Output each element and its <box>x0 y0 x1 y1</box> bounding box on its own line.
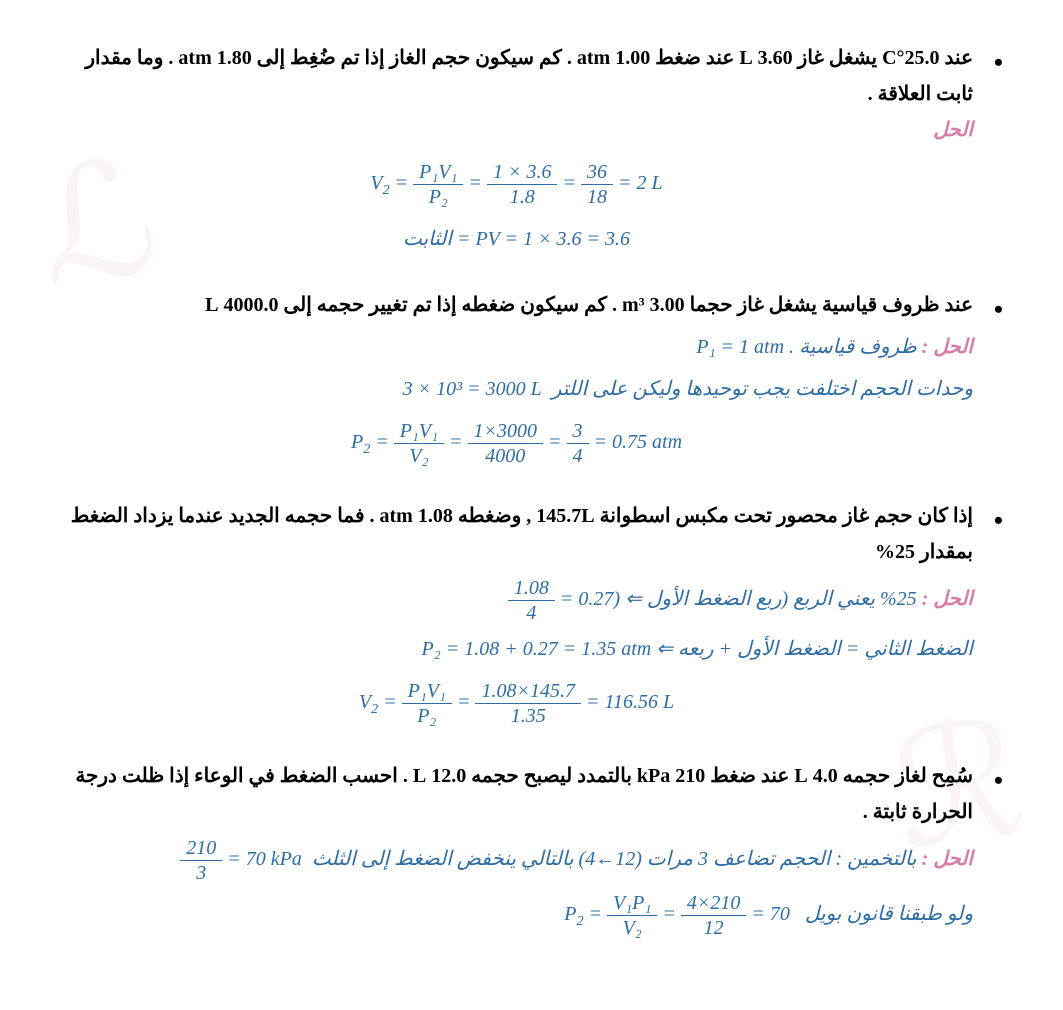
p2-note: الضغط الثاني = الضغط الأول + ربعه ⇐ P₂ =… <box>60 631 973 667</box>
frac-den: 4 <box>567 444 589 468</box>
solution-label: الحل <box>60 112 973 148</box>
unit-note: وحدات الحجم اختلفت يجب توحيدها وليكن على… <box>60 371 973 407</box>
eq-lhs: P <box>564 903 576 925</box>
eq-result: 0.75 atm <box>612 431 682 453</box>
note-eq: P₁ = 1 atm . <box>696 329 794 365</box>
frac-den: P₂ <box>402 704 452 728</box>
frac-num: 1 × 3.6 <box>487 160 558 185</box>
frac-num: V₁P₁ <box>607 891 657 916</box>
note-ar: بالتخمين : الحجم تضاعف 3 مرات (12←4) بال… <box>312 848 917 870</box>
note-tail: = 0.27) <box>560 588 620 610</box>
question-text: إذا كان حجم غاز محصور تحت مكبس اسطوانة 1… <box>60 498 973 570</box>
equation-p2: P2 = P₁V₁V₂ = 1×30004000 = 34 = 0.75 atm <box>60 419 973 468</box>
note-ar: ظروف قياسية <box>799 336 917 358</box>
eq-sub: 2 <box>577 914 584 929</box>
solution-line: الحل : ظروف قياسية P₁ = 1 atm . <box>60 329 973 365</box>
problem-3: إذا كان حجم غاز محصور تحت مكبس اسطوانة 1… <box>60 498 1003 728</box>
note-ar: الضغط الثاني = الضغط الأول + ربعه ⇐ <box>656 638 973 660</box>
eq-result: 70 <box>770 903 790 925</box>
eq-sub: 2 <box>371 702 378 717</box>
note-ar: ولو طبقنا قانون بويل <box>805 903 973 925</box>
equation-v2: V2 = P₁V₁P₂ = 1 × 3.61.8 = 3618 = 2 L <box>60 160 973 209</box>
frac-den: V₂ <box>607 916 657 940</box>
eq-result: 116.56 L <box>604 691 674 713</box>
note-tail: = 70 kPa <box>227 848 302 870</box>
frac-num: 1×3000 <box>468 419 544 444</box>
question-text: عند 25.0°C يشغل غاز 3.60 L عند ضغط 1.00 … <box>60 40 973 112</box>
solution-label: الحل : <box>922 336 973 358</box>
frac-num: 1.08×145.7 <box>475 679 581 704</box>
question-text: عند ظروف قياسية يشغل غاز حجما 3.00 m³ . … <box>60 287 973 323</box>
frac-den: 1.35 <box>475 704 581 728</box>
note-ar: 25% يعني الربع (ربع الضغط الأول ⇐ <box>625 588 917 610</box>
frac-num: P₁V₁ <box>413 160 463 185</box>
note-eq: 3 × 10³ = 3000 L <box>403 371 542 407</box>
eq-lhs: V <box>370 172 382 194</box>
frac-den: 4000 <box>468 444 544 468</box>
frac-num: 210 <box>180 836 222 861</box>
note-ar: وحدات الحجم اختلفت يجب توحيدها وليكن على… <box>552 378 973 400</box>
frac-num: 4×210 <box>681 891 747 916</box>
problem-1: عند 25.0°C يشغل غاز 3.60 L عند ضغط 1.00 … <box>60 40 1003 257</box>
frac-num: P₁V₁ <box>394 419 444 444</box>
problem-2: عند ظروف قياسية يشغل غاز حجما 3.00 m³ . … <box>60 287 1003 468</box>
problems-list: عند 25.0°C يشغل غاز 3.60 L عند ضغط 1.00 … <box>60 40 1003 940</box>
frac-num: 36 <box>581 160 613 185</box>
frac-den: 12 <box>681 916 747 940</box>
frac-den: P₂ <box>413 185 463 209</box>
eq-label-ar: الثابت <box>403 228 452 250</box>
eq-result: 2 L <box>636 172 662 194</box>
problem-4: سُمِح لغاز حجمه 4.0 L عند ضغط 210 kPa با… <box>60 758 1003 940</box>
frac-den: 4 <box>508 601 555 625</box>
frac-den: 3 <box>180 861 222 885</box>
solution-label: الحل : <box>922 588 973 610</box>
note-eq: P₂ = 1.08 + 0.27 = 1.35 atm <box>422 631 652 667</box>
boyle-line: ولو طبقنا قانون بويل P2 = V₁P₁V₂ = 4×210… <box>60 891 973 940</box>
solution-label: الحل : <box>922 848 973 870</box>
eq-sub: 2 <box>383 183 390 198</box>
solution-line: الحل : بالتخمين : الحجم تضاعف 3 مرات (12… <box>60 836 973 885</box>
frac-num: 1.08 <box>508 576 555 601</box>
solution-line: الحل : 25% يعني الربع (ربع الضغط الأول ⇐… <box>60 576 973 625</box>
eq-lhs: P <box>351 431 363 453</box>
frac-num: 3 <box>567 419 589 444</box>
eq-body: = PV = 1 × 3.6 = 3.6 <box>457 228 630 250</box>
eq-lhs: V <box>359 691 371 713</box>
frac-num: P₁V₁ <box>402 679 452 704</box>
frac-den: 18 <box>581 185 613 209</box>
eq-sub: 2 <box>363 442 370 457</box>
equation-constant: الثابت = PV = 1 × 3.6 = 3.6 <box>60 221 973 257</box>
frac-den: 1.8 <box>487 185 558 209</box>
equation-v2: V2 = P₁V₁P₂ = 1.08×145.71.35 = 116.56 L <box>60 679 973 728</box>
frac-den: V₂ <box>394 444 444 468</box>
question-text: سُمِح لغاز حجمه 4.0 L عند ضغط 210 kPa با… <box>60 758 973 830</box>
